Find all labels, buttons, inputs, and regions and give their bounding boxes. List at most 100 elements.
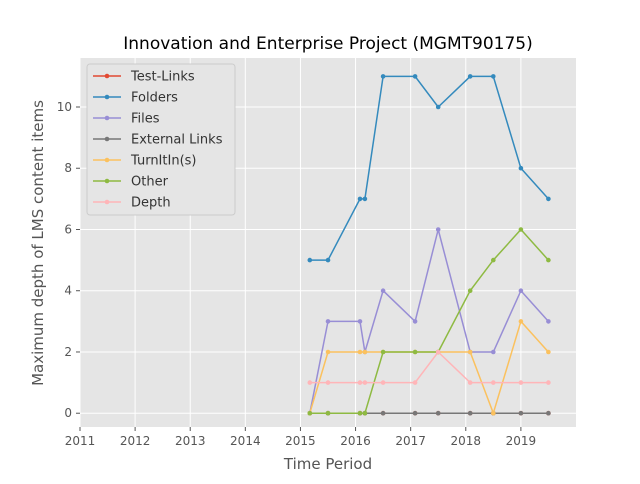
data-point <box>412 74 418 79</box>
legend-item: Test-Links <box>93 70 195 85</box>
x-tick-label: 2013 <box>175 434 206 448</box>
data-point <box>307 257 313 263</box>
data-point <box>518 319 524 324</box>
data-point <box>518 165 524 171</box>
data-point <box>362 349 368 355</box>
data-point <box>412 319 418 324</box>
legend-label: External Links <box>131 133 223 148</box>
data-point <box>325 319 331 324</box>
legend-swatch-marker <box>104 199 110 205</box>
data-point <box>380 410 386 416</box>
data-point <box>380 380 386 385</box>
chart-title: Innovation and Enterprise Project (MGMT9… <box>123 34 532 54</box>
data-point <box>546 380 551 385</box>
data-point <box>435 227 441 232</box>
legend-swatch-marker <box>104 136 110 142</box>
legend-label: Other <box>131 175 169 190</box>
data-point <box>435 104 441 110</box>
legend-label: Test-Links <box>130 70 195 85</box>
data-point <box>491 349 496 355</box>
legend-label: TurnItIn(s) <box>130 154 196 169</box>
data-point <box>435 410 441 416</box>
legend-swatch-marker <box>104 178 110 184</box>
data-point <box>307 380 313 385</box>
data-point <box>467 380 473 385</box>
data-point <box>362 380 368 385</box>
series-other <box>307 227 551 416</box>
data-point <box>357 349 363 355</box>
data-point <box>362 196 368 202</box>
data-point <box>380 288 386 294</box>
x-tick-layer: 2011 2012 2013 2014 2015 2016 2017 2018 2019 <box>65 427 536 448</box>
x-tick-label: 2011 <box>65 434 96 448</box>
data-point <box>491 257 496 263</box>
data-point <box>325 257 331 263</box>
x-tick-label: 2012 <box>120 434 151 448</box>
y-tick-label: 8 <box>64 161 72 175</box>
legend-label: Folders <box>131 91 178 106</box>
x-tick-label: 2019 <box>506 434 537 448</box>
data-point <box>546 410 551 416</box>
data-point <box>467 288 473 294</box>
data-point <box>546 196 551 202</box>
legend-swatch-marker <box>104 157 110 163</box>
data-point <box>491 74 496 79</box>
series-layer <box>307 74 551 416</box>
legend-swatch-marker <box>104 73 110 79</box>
legend-item: External Links <box>93 133 223 148</box>
legend-item: Files <box>93 112 160 127</box>
legend-swatch-marker <box>104 94 110 100</box>
data-point <box>467 74 473 79</box>
legend-box <box>86 63 236 216</box>
data-point <box>412 380 418 385</box>
legend-item: TurnItIn(s) <box>93 154 196 169</box>
data-point <box>307 410 313 416</box>
data-point <box>325 349 331 355</box>
data-point <box>467 410 473 416</box>
x-tick-label: 2018 <box>451 434 482 448</box>
data-point <box>412 349 418 355</box>
legend: Test-Links Folders Files External Links Turn… <box>86 63 236 216</box>
y-tick-label: 2 <box>64 345 72 359</box>
data-point <box>435 349 441 355</box>
series-depth <box>307 349 551 385</box>
data-point <box>546 257 551 263</box>
data-point <box>357 319 363 324</box>
x-tick-label: 2016 <box>340 434 371 448</box>
data-point <box>491 380 496 385</box>
series-folders <box>307 74 551 263</box>
legend-item: Other <box>93 175 169 190</box>
data-point <box>357 380 363 385</box>
legend-item: Depth <box>93 196 171 211</box>
x-tick-label: 2014 <box>230 434 261 448</box>
data-point <box>518 227 524 232</box>
legend-label: Files <box>131 112 160 127</box>
x-tick-label: 2015 <box>285 434 316 448</box>
y-tick-label: 4 <box>64 284 72 298</box>
legend-item: Folders <box>93 91 178 106</box>
data-point <box>491 410 496 416</box>
data-point <box>325 380 331 385</box>
y-tick-layer: 0 2 4 6 8 10 <box>57 100 80 420</box>
data-point <box>357 410 363 416</box>
y-tick-label: 6 <box>64 222 72 236</box>
data-point <box>380 74 386 79</box>
data-point <box>362 410 368 416</box>
y-tick-label: 10 <box>57 100 72 114</box>
data-point <box>380 349 386 355</box>
data-point <box>546 319 551 324</box>
y-tick-label: 0 <box>64 406 72 420</box>
data-point <box>546 349 551 355</box>
data-point <box>325 410 331 416</box>
x-axis-label: Time Period <box>283 455 372 473</box>
data-point <box>518 380 524 385</box>
data-point <box>357 196 363 202</box>
data-point <box>518 410 524 416</box>
x-tick-label: 2017 <box>395 434 426 448</box>
data-point <box>412 410 418 416</box>
data-point <box>518 288 524 294</box>
legend-label: Depth <box>131 196 171 211</box>
data-point <box>467 349 473 355</box>
